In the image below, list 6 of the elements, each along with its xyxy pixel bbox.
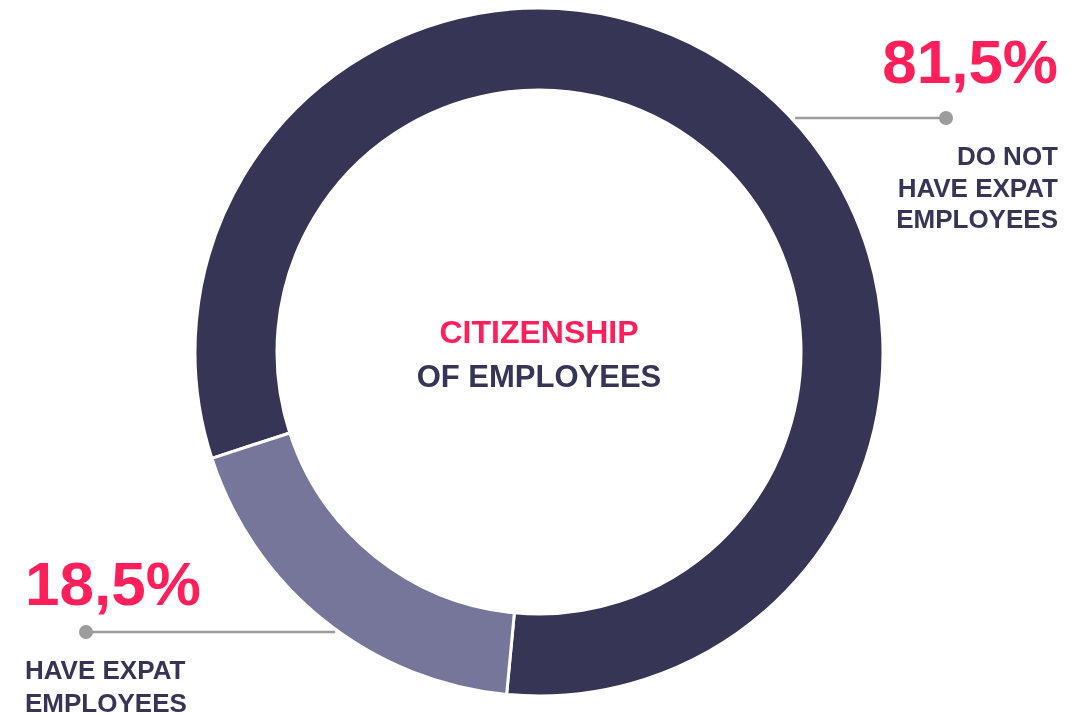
data-label: 81,5% bbox=[882, 27, 1058, 96]
slice-label: DO NOT HAVE EXPAT EMPLOYEES bbox=[896, 141, 1059, 234]
text: OF EMPLOYEES bbox=[416, 359, 662, 394]
slice-label: HAVE EXPAT EMPLOYEES bbox=[25, 655, 187, 716]
text: CITIZENSHIP bbox=[439, 314, 639, 350]
data-label: 18,5% bbox=[25, 549, 201, 618]
